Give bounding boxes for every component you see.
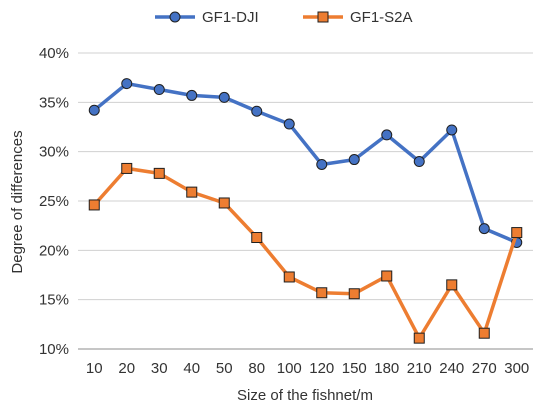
series-line (92, 166, 519, 340)
data-point (511, 227, 523, 239)
x-tick-label: 240 (439, 360, 464, 377)
data-point (186, 89, 198, 101)
x-tick-label: 40 (183, 360, 200, 377)
y-tick-label: 15% (39, 292, 69, 309)
x-tick-label: 150 (342, 360, 367, 377)
legend-label: GF1-S2A (350, 9, 413, 26)
data-point (316, 158, 328, 170)
data-point (88, 199, 100, 211)
data-point (446, 279, 458, 291)
data-point (446, 124, 458, 136)
data-point (186, 186, 198, 198)
data-point (316, 287, 328, 299)
data-point (478, 223, 490, 235)
legend: GF1-DJI GF1-S2A (155, 9, 413, 26)
x-tick-label: 300 (504, 360, 529, 377)
data-point (153, 84, 165, 96)
y-tick-label: 25% (39, 193, 69, 210)
y-tick-label: 30% (39, 144, 69, 161)
data-point (283, 271, 295, 283)
x-tick-label: 20 (118, 360, 135, 377)
data-point (218, 91, 230, 103)
y-axis: 10% 15% 20% 25% 30% 35% 40% (39, 45, 69, 358)
legend-marker (169, 11, 181, 23)
series-layer (88, 78, 523, 344)
data-point (381, 129, 393, 141)
x-tick-label: 10 (86, 360, 103, 377)
x-axis-title: Size of the fishnet/m (237, 387, 373, 404)
x-tick-label: 50 (216, 360, 233, 377)
data-point (218, 197, 230, 209)
legend-marker (317, 11, 329, 23)
series-2 (88, 162, 523, 344)
data-point (153, 167, 165, 179)
legend-label: GF1-DJI (202, 9, 259, 26)
data-point (121, 162, 133, 174)
data-point (251, 232, 263, 244)
data-point (478, 327, 490, 339)
x-tick-label: 270 (472, 360, 497, 377)
data-point (348, 288, 360, 300)
data-point (348, 154, 360, 166)
data-point (413, 332, 425, 344)
x-tick-label: 180 (374, 360, 399, 377)
x-tick-label: 210 (407, 360, 432, 377)
y-axis-title: Degree of differences (9, 130, 26, 273)
series-line (93, 81, 518, 245)
y-tick-label: 40% (39, 45, 69, 62)
data-point (251, 105, 263, 117)
gridlines (78, 52, 533, 350)
data-point (283, 118, 295, 130)
data-point (381, 270, 393, 282)
x-axis: 10 20 30 40 50 80 100 120 150 180 210 240 270 300 (86, 360, 529, 377)
x-tick-label: 30 (151, 360, 168, 377)
y-tick-label: 35% (39, 94, 69, 111)
y-tick-label: 20% (39, 242, 69, 259)
x-tick-label: 100 (277, 360, 302, 377)
data-point (121, 78, 133, 90)
series-1 (88, 78, 523, 248)
x-tick-label: 120 (309, 360, 334, 377)
y-tick-label: 10% (39, 341, 69, 358)
x-tick-label: 80 (248, 360, 265, 377)
data-point (413, 156, 425, 168)
data-point (88, 104, 100, 116)
